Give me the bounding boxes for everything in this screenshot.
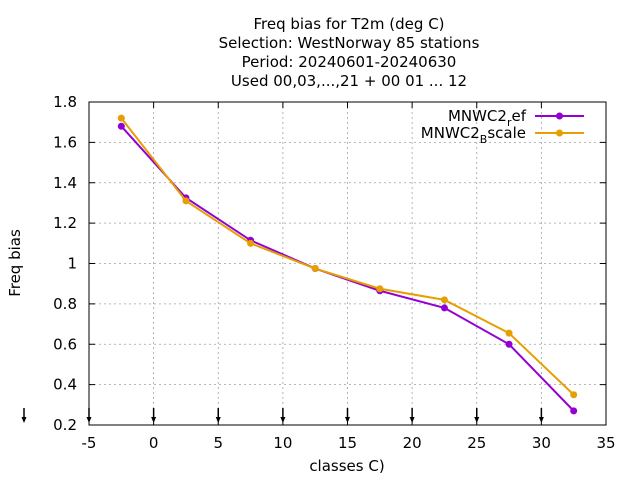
legend-label-main: MNWC2 (421, 124, 480, 142)
class-marker-arrow-head (280, 417, 286, 423)
data-point (505, 329, 513, 337)
x-tick-label: 10 (273, 434, 292, 452)
data-point (117, 114, 125, 122)
y-tick-label: 0.8 (53, 295, 77, 313)
class-marker-arrow-head (409, 417, 415, 423)
class-marker-arrow-head (151, 417, 157, 423)
grid (89, 102, 606, 425)
data-point (570, 407, 578, 415)
data-point (440, 296, 448, 304)
legend-swatch-marker (556, 112, 563, 120)
legend-label-rest: scale (487, 124, 526, 142)
y-tick-label: 1 (67, 255, 77, 273)
x-axis-label: classes C) (309, 457, 384, 475)
class-marker-arrow-head (474, 417, 480, 423)
legend-label-1: MNWC2Bscale (421, 124, 526, 146)
class-marker-arrow-head (538, 417, 544, 423)
data-point (440, 304, 448, 312)
data-point (117, 122, 125, 130)
legend-label-subscript: B (480, 133, 488, 146)
y-tick-label: 1.8 (53, 93, 77, 111)
x-tick-label: 20 (403, 434, 422, 452)
x-tick-label: 0 (149, 434, 159, 452)
title-line-0: Freq bias for T2m (deg C) (253, 15, 444, 33)
y-tick-label: 0.6 (53, 335, 77, 353)
data-point (311, 265, 319, 273)
y-tick-label: 1.6 (53, 133, 77, 151)
y-tick-label: 1.4 (53, 174, 77, 192)
class-marker-arrow-head (215, 417, 221, 423)
y-axis-label: Freq bias (6, 229, 24, 297)
class-marker-arrow-head (345, 417, 350, 423)
y-tick-label: 1.2 (53, 214, 77, 232)
series-1 (117, 114, 578, 399)
offscale-arrow-head (21, 417, 27, 423)
x-tick-labels: -5 0 5 10 15 20 25 30 35 (82, 434, 616, 452)
x-tick-label: -5 (82, 434, 97, 452)
data-point (376, 285, 384, 293)
class-boundary-markers (21, 408, 544, 423)
series-line (120, 117, 575, 396)
title-line-1: Selection: WestNorway 85 stations (219, 34, 480, 52)
data-point (182, 197, 190, 205)
data-point (505, 340, 513, 348)
data-point (247, 239, 255, 247)
x-tick-label: 35 (596, 434, 615, 452)
legend-label-rest: ef (511, 107, 526, 125)
x-tick-label: 5 (213, 434, 223, 452)
legend-label-0: MNWC2ref (448, 107, 527, 129)
class-marker-arrow-head (86, 417, 92, 423)
y-tick-label: 0.4 (53, 376, 77, 394)
title-line-3: Used 00,03,...,21 + 00 01 ... 12 (231, 72, 467, 90)
x-tick-label: 30 (532, 434, 551, 452)
y-tick-label: 0.2 (53, 416, 77, 434)
legend-label-subscript: r (507, 116, 512, 129)
x-tick-label: 25 (467, 434, 486, 452)
legend-label-main: MNWC2 (448, 107, 507, 125)
data-point (570, 391, 578, 399)
y-tick-labels: 0.2 0.4 0.6 0.8 1 1.2 1.4 1.6 1.8 (53, 93, 77, 434)
x-tick-label: 15 (338, 434, 357, 452)
series-layer (117, 114, 578, 415)
chart-title: Freq bias for T2m (deg C)Selection: West… (219, 15, 480, 90)
title-line-2: Period: 20240601-20240630 (242, 53, 457, 71)
legend-swatch-marker (556, 129, 563, 137)
